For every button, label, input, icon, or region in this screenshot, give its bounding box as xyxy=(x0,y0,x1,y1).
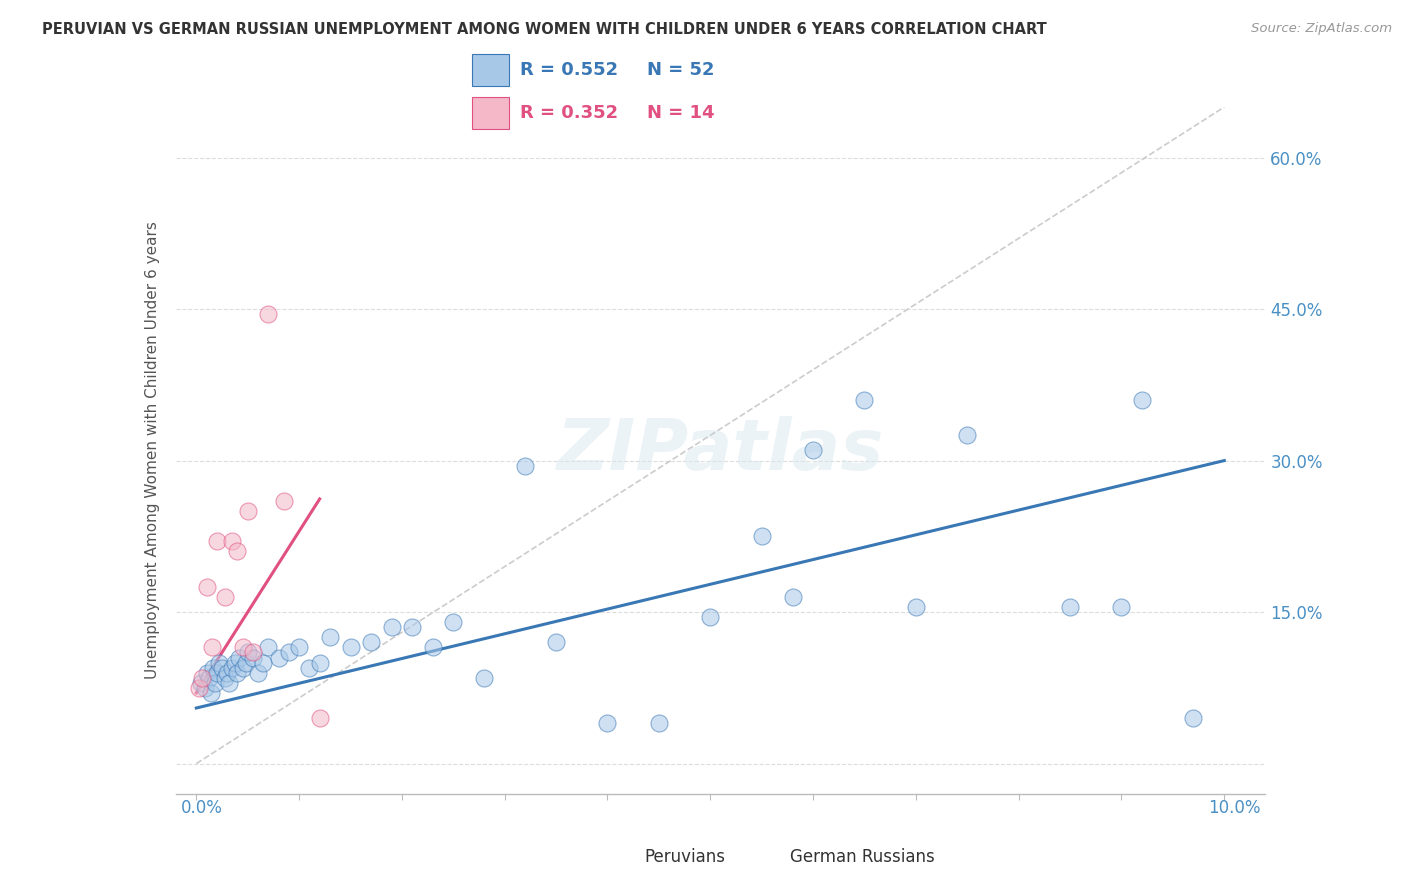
Point xyxy=(596,716,619,731)
Point xyxy=(205,665,228,680)
Point xyxy=(751,529,773,543)
Point xyxy=(214,590,236,604)
Text: PERUVIAN VS GERMAN RUSSIAN UNEMPLOYMENT AMONG WOMEN WITH CHILDREN UNDER 6 YEARS : PERUVIAN VS GERMAN RUSSIAN UNEMPLOYMENT … xyxy=(42,22,1047,37)
Point xyxy=(257,307,280,321)
Point xyxy=(242,650,264,665)
Point xyxy=(360,635,382,649)
Point xyxy=(221,534,243,549)
Point xyxy=(204,675,226,690)
Point xyxy=(1130,392,1153,407)
Text: R = 0.352: R = 0.352 xyxy=(520,104,619,122)
Text: ZIPatlas: ZIPatlas xyxy=(557,416,884,485)
Point xyxy=(195,665,218,680)
Point xyxy=(339,640,361,655)
Point xyxy=(257,640,280,655)
Point xyxy=(401,620,423,634)
Point xyxy=(782,590,804,604)
Point xyxy=(1182,711,1205,725)
Point xyxy=(853,392,876,407)
Point xyxy=(252,656,274,670)
Text: Source: ZipAtlas.com: Source: ZipAtlas.com xyxy=(1251,22,1392,36)
Point xyxy=(246,665,269,680)
Point xyxy=(232,640,254,655)
Text: 10.0%: 10.0% xyxy=(1208,799,1260,817)
Point xyxy=(648,716,671,731)
Point xyxy=(191,671,214,685)
Point xyxy=(904,600,927,615)
Text: 0.0%: 0.0% xyxy=(181,799,222,817)
Point xyxy=(218,675,240,690)
Text: N = 14: N = 14 xyxy=(647,104,714,122)
Text: N = 52: N = 52 xyxy=(647,61,714,78)
Point xyxy=(205,534,228,549)
Text: Peruvians: Peruvians xyxy=(644,848,725,866)
Point xyxy=(208,656,231,670)
FancyBboxPatch shape xyxy=(472,97,509,129)
Point xyxy=(515,458,537,473)
Point xyxy=(235,656,257,670)
Point xyxy=(201,640,224,655)
Point xyxy=(381,620,404,634)
FancyBboxPatch shape xyxy=(472,54,509,86)
Point xyxy=(956,428,979,442)
Y-axis label: Unemployment Among Women with Children Under 6 years: Unemployment Among Women with Children U… xyxy=(145,221,160,680)
Point xyxy=(224,656,246,670)
Point xyxy=(211,660,233,674)
Point xyxy=(197,671,219,685)
Point xyxy=(214,671,236,685)
Point xyxy=(298,660,321,674)
Text: German Russians: German Russians xyxy=(790,848,935,866)
Point xyxy=(546,635,568,649)
Point xyxy=(226,544,249,558)
Point xyxy=(228,650,250,665)
Point xyxy=(221,660,243,674)
Point xyxy=(195,580,218,594)
Point xyxy=(188,681,211,695)
Point xyxy=(232,660,254,674)
Point xyxy=(236,504,259,518)
Point xyxy=(801,443,824,458)
Point xyxy=(242,645,264,659)
Point xyxy=(226,665,249,680)
Point xyxy=(422,640,444,655)
Point xyxy=(217,665,239,680)
Text: R = 0.552: R = 0.552 xyxy=(520,61,619,78)
Point xyxy=(1111,600,1133,615)
Point xyxy=(308,656,330,670)
Point xyxy=(288,640,311,655)
Point xyxy=(472,671,495,685)
Point xyxy=(441,615,464,630)
Point xyxy=(277,645,299,659)
Point xyxy=(319,630,342,644)
Point xyxy=(267,650,290,665)
Point xyxy=(190,675,212,690)
Point xyxy=(308,711,330,725)
Point xyxy=(699,610,721,624)
Point xyxy=(193,681,215,695)
Point xyxy=(236,645,259,659)
Point xyxy=(200,686,222,700)
Point xyxy=(273,494,295,508)
Point xyxy=(201,660,224,674)
Point xyxy=(1059,600,1081,615)
